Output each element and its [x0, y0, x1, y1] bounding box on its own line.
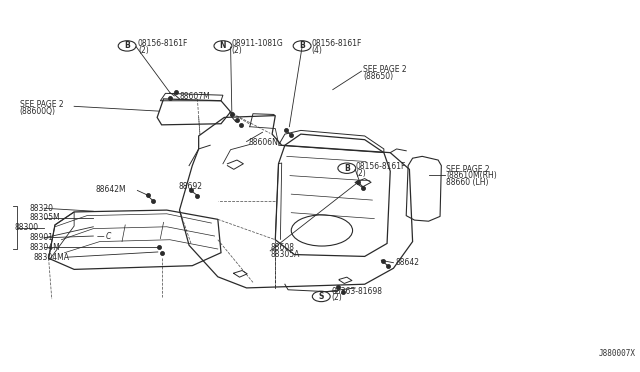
Text: 88642: 88642: [396, 258, 419, 267]
Text: (88610M(RH): (88610M(RH): [447, 171, 497, 180]
Text: B: B: [124, 41, 130, 51]
Text: 08156-8161F: 08156-8161F: [138, 39, 188, 48]
Text: (88650): (88650): [364, 72, 394, 81]
Text: 88606N: 88606N: [248, 138, 278, 147]
Text: 88660 (LH): 88660 (LH): [447, 178, 489, 187]
Text: (88600Q): (88600Q): [20, 108, 56, 116]
Text: 08156-8161F: 08156-8161F: [356, 162, 406, 171]
Text: 88305A: 88305A: [270, 250, 300, 259]
Text: (2): (2): [232, 46, 243, 55]
Text: 88642M: 88642M: [95, 185, 126, 194]
Text: 88304M: 88304M: [29, 243, 60, 251]
Text: 88692: 88692: [178, 182, 202, 190]
Text: 08363-81698: 08363-81698: [332, 287, 383, 296]
Text: 88304MA: 88304MA: [34, 253, 70, 262]
Text: SEE PAGE 2: SEE PAGE 2: [20, 100, 63, 109]
Text: B: B: [344, 164, 349, 173]
Text: SEE PAGE 2: SEE PAGE 2: [364, 65, 407, 74]
Text: 08156-8161F: 08156-8161F: [312, 39, 362, 48]
Text: (2): (2): [332, 294, 342, 302]
Text: 88305M: 88305M: [29, 213, 60, 222]
Text: (2): (2): [356, 169, 367, 178]
Text: N: N: [220, 41, 226, 51]
Text: S: S: [319, 292, 324, 301]
Text: 08911-1081G: 08911-1081G: [232, 39, 284, 48]
Text: 88901: 88901: [29, 233, 53, 243]
Text: (2): (2): [138, 46, 148, 55]
Text: 88607M: 88607M: [179, 92, 211, 101]
Text: C: C: [106, 232, 111, 241]
Text: (4): (4): [312, 46, 323, 55]
Text: J880007X: J880007X: [599, 349, 636, 358]
Text: B: B: [300, 41, 305, 51]
Text: SEE PAGE 2: SEE PAGE 2: [447, 165, 490, 174]
Text: —: —: [97, 232, 104, 241]
Text: 88300: 88300: [15, 223, 39, 232]
Text: 88320: 88320: [29, 204, 53, 213]
Text: 88608: 88608: [270, 243, 294, 251]
